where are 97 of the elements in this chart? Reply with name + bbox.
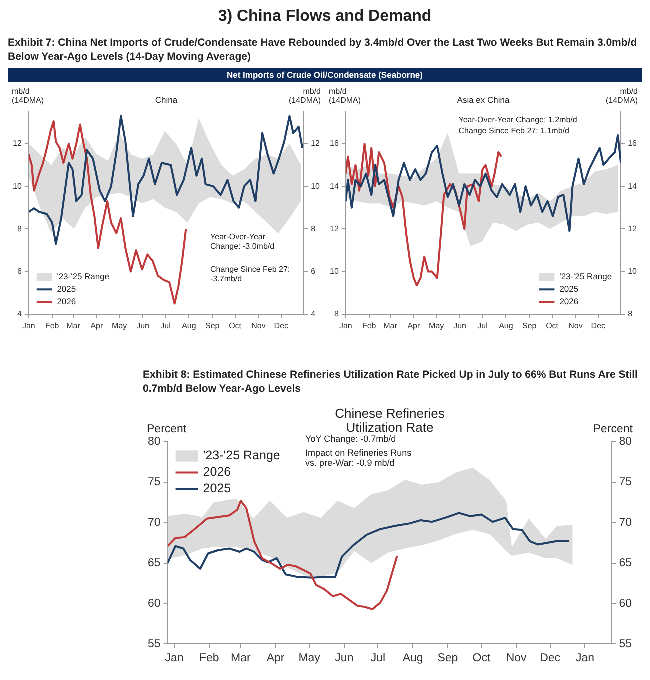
y-tick-label: 12 <box>330 224 340 234</box>
text: Exhibit 8: Estimated Chinese Refineries Utilization Rate Picked Up in July to 66% But Runs Are Still 0.7mb/d Below Year-Ago Levels <box>143 368 639 396</box>
y-tick-label: 6 <box>17 266 22 276</box>
x-tick-label: Oct <box>472 652 492 664</box>
chart-title: China <box>155 95 178 106</box>
y2-axis-title: mb/d (14DMA) <box>288 87 322 106</box>
y-tick-label: 80 <box>148 436 161 448</box>
y-tick-label: 12 <box>12 139 22 148</box>
y-tick-label: 16 <box>330 139 340 148</box>
y-tick-label: 75 <box>148 476 161 489</box>
text: Exhibit 7: China Net Imports of Crude/Condensate Have Rebounded by 3.4mb/d Over the Last Two Weeks But Remain 3.0mb/d Below Year-Ago Levels (14-Day Moving Average) <box>8 36 638 64</box>
y-tick-label: 60 <box>148 598 161 610</box>
x-tick-label: Jun <box>454 321 467 330</box>
x-tick-label: Feb <box>362 321 377 330</box>
x-tick-label: Sep <box>522 321 538 330</box>
x-tick-label: Nov <box>252 321 266 330</box>
y2-axis-title: mb/d (14DMA) <box>606 87 638 106</box>
x-tick-label: Jul <box>160 321 172 330</box>
y2-tick-label: 65 <box>619 557 632 570</box>
x-tick-label: Jun <box>335 652 354 664</box>
x-tick-label: Mar <box>384 321 398 330</box>
text: Net Imports of Crude Oil/Condensate (Seaborne) <box>8 68 642 82</box>
x-tick-label: Dec <box>591 321 606 330</box>
y-axis-title: Percent <box>147 423 188 436</box>
x-tick-label: Mar <box>66 321 81 330</box>
legend-label: '23-'25 Range <box>57 271 110 282</box>
y-tick-label: 10 <box>330 266 340 276</box>
y-axis-title: mb/d (14DMA) <box>12 87 44 106</box>
y2-tick-label: 60 <box>619 598 632 610</box>
y2-tick-label: 10 <box>628 266 638 276</box>
x-tick-label: Oct <box>229 321 242 330</box>
x-tick-label: Aug <box>402 652 424 664</box>
legend-label: 2025 <box>57 284 76 294</box>
y-tick-label: 70 <box>148 517 161 530</box>
legend-label: 2026 <box>203 465 232 480</box>
legend-label: 2025 <box>560 284 579 294</box>
x-tick-label: Sep <box>438 652 458 664</box>
y2-tick-label: 70 <box>619 517 632 530</box>
legend-label: 2026 <box>560 296 579 306</box>
y2-tick-label: 55 <box>619 638 632 650</box>
x-tick-label: Jan <box>22 321 36 330</box>
y2-tick-label: 8 <box>628 310 634 319</box>
annotation: YoY Change: -0.7mb/d <box>306 434 396 444</box>
x-tick-label: Feb <box>200 652 220 664</box>
y2-tick-label: 16 <box>628 139 638 148</box>
x-tick-label: Jan <box>576 652 594 664</box>
y-tick-label: 55 <box>148 638 161 650</box>
x-tick-label: Aug <box>182 321 196 330</box>
x-tick-label: Jul <box>370 652 386 664</box>
x-tick-label: Apr <box>90 321 104 330</box>
y-tick-label: 4 <box>17 310 22 319</box>
chart-title: Chinese Refineries Utilization Rate <box>335 406 446 436</box>
legend-label: 2025 <box>203 482 232 496</box>
chart-title: Asia ex China <box>457 95 510 106</box>
y2-tick-label: 80 <box>619 436 632 448</box>
annotation: Year-Over-Year Change: -3.0mb/d <box>210 232 275 252</box>
x-tick-label: Sep <box>206 321 220 330</box>
x-tick-label: Feb <box>45 321 60 330</box>
x-tick-label: May <box>429 321 444 330</box>
x-tick-label: May <box>112 321 128 330</box>
y2-tick-label: 75 <box>619 476 632 489</box>
x-tick-label: Jul <box>478 321 488 330</box>
y2-tick-label: 14 <box>628 182 638 191</box>
y-tick-label: 10 <box>12 182 22 191</box>
y-tick-label: 14 <box>330 182 340 191</box>
x-tick-label: Nov <box>568 321 583 330</box>
x-tick-label: Apr <box>266 652 285 664</box>
x-tick-label: Apr <box>408 321 420 330</box>
x-tick-label: Jun <box>136 321 150 330</box>
y2-axis-title: Percent <box>593 423 634 436</box>
annotation: Impact on Refineries Runs vs. pre-War: -0.9 mb/d <box>306 448 412 468</box>
y-axis-title: mb/d (14DMA) <box>329 87 362 106</box>
y2-tick-label: 4 <box>311 310 316 319</box>
x-tick-label: Aug <box>499 321 514 330</box>
text: 3) China Flows and Demand <box>217 8 433 26</box>
y2-tick-label: 12 <box>628 224 638 234</box>
y-tick-label: 65 <box>148 557 161 570</box>
y2-tick-label: 10 <box>311 182 321 191</box>
y2-tick-label: 6 <box>311 266 316 276</box>
y2-tick-label: 8 <box>311 224 316 234</box>
legend-label: 2026 <box>57 296 76 306</box>
legend-label: '23-'25 Range <box>203 448 280 463</box>
annotation: Change Since Feb 27: -3.7mb/d <box>210 265 290 284</box>
y2-tick-label: 12 <box>311 139 321 148</box>
x-tick-label: Dec <box>540 652 561 664</box>
annotation: Change Since Feb 27: 1.1mb/d <box>458 126 570 136</box>
annotation: Year-Over-Year Change: 1.2mb/d <box>458 115 578 124</box>
x-tick-label: Jan <box>339 321 352 330</box>
x-tick-label: Dec <box>274 321 289 330</box>
x-tick-label: Mar <box>231 652 251 664</box>
x-tick-label: Oct <box>546 321 560 330</box>
x-tick-label: Jan <box>165 652 184 664</box>
legend-label: '23-'25 Range <box>560 271 612 282</box>
x-tick-label: May <box>298 652 321 664</box>
x-tick-label: Nov <box>506 652 528 664</box>
y-tick-label: 8 <box>17 224 22 234</box>
y-tick-label: 8 <box>334 310 340 319</box>
